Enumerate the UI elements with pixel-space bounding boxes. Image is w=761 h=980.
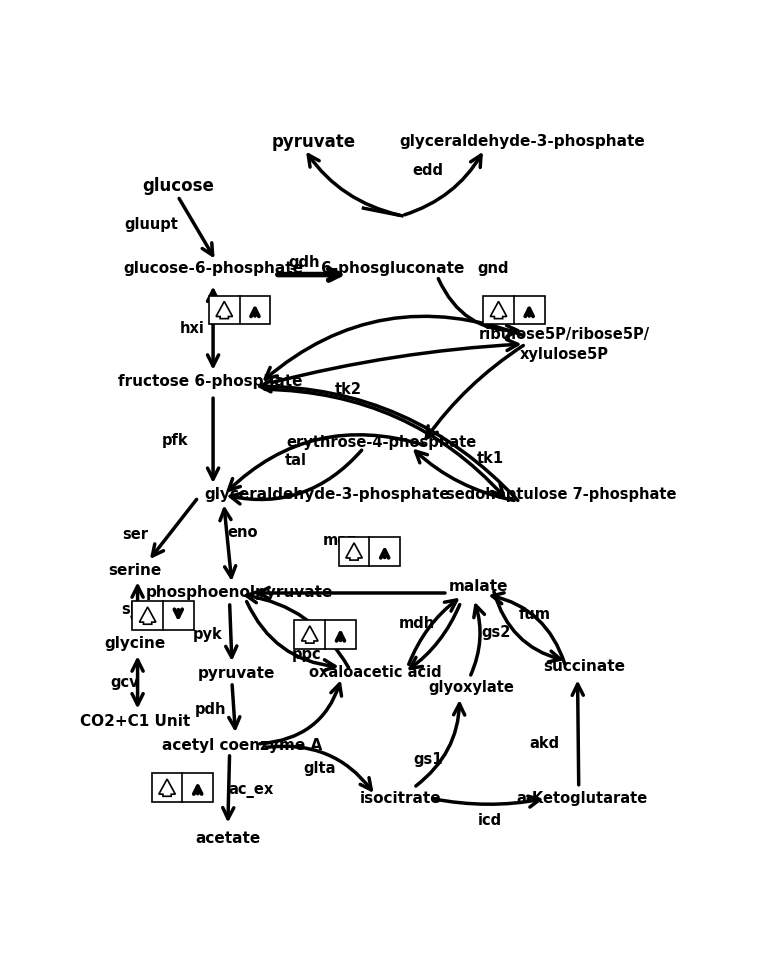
Text: pyk: pyk [193,627,222,642]
Text: acetate: acetate [196,831,260,846]
Text: isocitrate: isocitrate [360,791,441,806]
Text: glucose: glucose [142,176,214,194]
Text: oxaloacetic acid: oxaloacetic acid [309,664,441,680]
Text: pfk: pfk [161,433,188,448]
Text: ser: ser [123,526,148,542]
Text: glucose-6-phosphate: glucose-6-phosphate [123,261,303,276]
Text: 6-phosgluconate: 6-phosgluconate [321,261,465,276]
Text: gs1: gs1 [413,752,443,766]
Text: fum: fum [518,607,550,621]
Text: ppc: ppc [291,648,321,662]
Text: a-Ketoglutarate: a-Ketoglutarate [516,791,648,806]
Polygon shape [216,302,233,318]
Polygon shape [490,302,507,318]
Text: shmt: shmt [122,602,164,617]
Text: hxi: hxi [180,321,205,336]
Polygon shape [159,779,175,797]
Text: gdh: gdh [288,255,320,270]
Text: glyoxylate: glyoxylate [428,680,514,695]
Text: xylulose5P: xylulose5P [520,347,609,362]
Text: icd: icd [478,813,502,828]
Text: pyruvate: pyruvate [271,132,355,151]
Text: sedoheptulose 7-phosphate: sedoheptulose 7-phosphate [446,487,677,503]
Text: CO2+C1 Unit: CO2+C1 Unit [80,713,190,729]
Bar [339,537,400,565]
Text: glycine: glycine [104,636,166,651]
Bar [483,296,545,324]
Text: gnd: gnd [477,261,509,276]
Polygon shape [345,543,362,561]
Text: pyruvate: pyruvate [198,666,275,681]
Polygon shape [139,607,156,624]
Bar [151,773,213,802]
Text: fructose 6-phosphate: fructose 6-phosphate [118,374,302,389]
Text: glta: glta [303,760,336,775]
Text: tk1: tk1 [476,451,504,466]
Text: gluupt: gluupt [124,218,178,232]
Text: gcv: gcv [110,674,139,690]
Text: gs2: gs2 [482,624,511,640]
Bar [295,620,356,649]
Text: glyceraldehyde-3-phosphate: glyceraldehyde-3-phosphate [204,487,450,503]
Text: mez: mez [323,533,357,548]
Text: malate: malate [449,579,508,595]
Text: eno: eno [228,525,258,540]
Text: akd: akd [530,736,559,752]
Polygon shape [301,626,318,643]
Text: ac_ex: ac_ex [229,783,274,798]
Text: tal: tal [285,454,307,468]
Text: erythrose-4-phosphate: erythrose-4-phosphate [286,434,476,450]
Text: edd: edd [413,163,444,178]
Text: succinate: succinate [543,659,626,673]
Text: serine: serine [109,563,162,578]
Text: tk2: tk2 [336,382,362,397]
Text: glyceraldehyde-3-phosphate: glyceraldehyde-3-phosphate [400,134,645,149]
Text: mdh: mdh [399,615,435,631]
Text: pdh: pdh [194,703,226,717]
Text: ribulose5P/ribose5P/: ribulose5P/ribose5P/ [479,327,650,342]
Bar [132,602,193,630]
Text: phosphoenolpyruvate: phosphoenolpyruvate [146,585,333,601]
Text: acetyl coenzyme A: acetyl coenzyme A [162,738,323,753]
Bar [209,296,270,324]
